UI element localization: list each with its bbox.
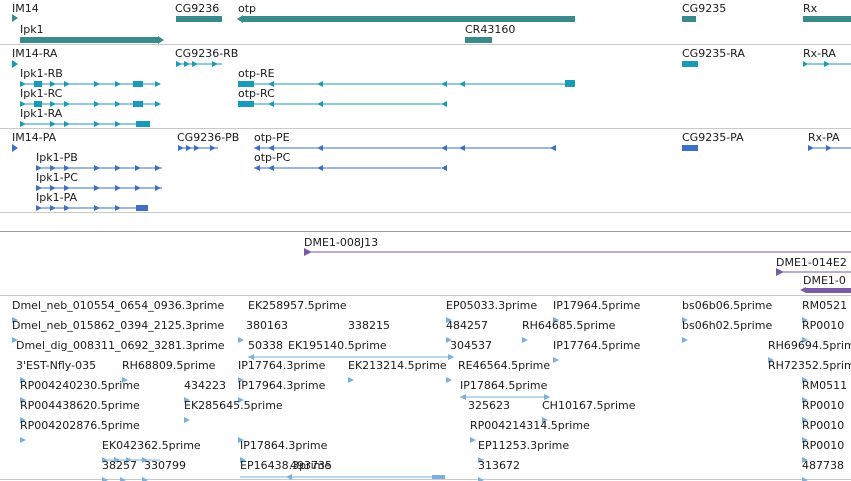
est-label[interactable]: Dmel_neb_010554_0654_0936.3prime	[12, 299, 225, 312]
protein-label-cg9235-pa[interactable]: CG9235-PA	[682, 131, 744, 144]
transcript-label-cg9235-ra[interactable]: CG9235-RA	[682, 47, 745, 60]
est-label[interactable]: RH69694.5prime	[768, 339, 851, 352]
est-label[interactable]: IP17764.3prime	[238, 359, 326, 372]
transcript-label-otp-rc[interactable]: otp-RC	[238, 87, 275, 100]
est-label[interactable]: RH68809.5prime	[122, 359, 216, 372]
est-label[interactable]: 50338	[248, 339, 283, 352]
transcript-label-im14-ra[interactable]: IM14-RA	[12, 47, 58, 60]
transcript-track	[12, 60, 851, 127]
est-label[interactable]: IP17864.3prime	[240, 439, 328, 452]
est-label[interactable]: EK285645.5prime	[184, 399, 283, 412]
gene-bar-otp	[243, 16, 575, 22]
gene-label-im14[interactable]: IM14	[12, 2, 39, 15]
est-label[interactable]: RP004240230.5prime	[20, 379, 140, 392]
gene-label-cr43160[interactable]: CR43160	[465, 23, 516, 36]
est-label[interactable]: 380163	[246, 319, 288, 332]
transcript-arrow-im14-ra	[12, 60, 18, 68]
gene-label-cg9236[interactable]: CG9236	[175, 2, 220, 15]
est-label[interactable]: EP05033.3prime	[446, 299, 538, 312]
est-label[interactable]: 484257	[446, 319, 488, 332]
est-label[interactable]: RM0521	[802, 299, 848, 312]
est-label[interactable]: RP004202876.5prime	[20, 419, 140, 432]
est-label[interactable]: RP0010	[802, 399, 845, 412]
protein-label-ipk1-pc[interactable]: Ipk1-PC	[36, 171, 78, 184]
gene-arrow-ipk1	[158, 36, 164, 44]
est-label[interactable]: RP0010	[802, 439, 845, 452]
est-label[interactable]: 434223	[184, 379, 226, 392]
est-label[interactable]: RE46564.5prime	[458, 359, 551, 372]
est-label[interactable]: 338215	[348, 319, 390, 332]
protein-label-cg9236-pb[interactable]: CG9236-PB	[177, 131, 240, 144]
transcript-label-otp-re[interactable]: otp-RE	[238, 67, 275, 80]
est-label[interactable]: EP16438.3prime	[240, 459, 332, 472]
est-label[interactable]: IP17964.3prime	[238, 379, 326, 392]
gene-bar-cg9236	[176, 16, 222, 22]
gene-label-cg9235[interactable]: CG9235	[682, 2, 727, 15]
est-label[interactable]: 325623	[468, 399, 510, 412]
est-label[interactable]: RP0010	[802, 319, 845, 332]
est-label[interactable]: EK042362.5prime	[102, 439, 201, 452]
clone-label-dme1-0[interactable]: DME1-0	[803, 274, 846, 287]
est-label[interactable]: 304537	[450, 339, 492, 352]
est-label[interactable]: RH64685.5prime	[522, 319, 616, 332]
est-label[interactable]: IP17964.5prime	[553, 299, 641, 312]
est-label[interactable]: EK195140.5prime	[288, 339, 387, 352]
est-label[interactable]: 3'EST-Nfly-035	[16, 359, 97, 372]
est-label[interactable]: RP0010	[802, 419, 845, 432]
protein-label-im14-pa[interactable]: IM14-PA	[12, 131, 57, 144]
gene-arrow-im14	[12, 14, 18, 22]
protein-label-ipk1-pa[interactable]: Ipk1-PA	[36, 191, 78, 204]
est-label[interactable]: 493735	[290, 459, 332, 472]
clone-label-dme1-014e[interactable]: DME1-014E2	[776, 256, 847, 269]
gene-bar-cg9235	[682, 16, 696, 22]
est-label[interactable]: RM0511	[802, 379, 848, 392]
protein-track	[12, 144, 851, 211]
clone-label-dme1-008j13[interactable]: DME1-008J13	[304, 236, 379, 249]
gene-bar-rx	[803, 16, 851, 22]
protein-label-otp-pc[interactable]: otp-PC	[254, 151, 291, 164]
gene-arrow-otp	[237, 15, 243, 23]
est-label[interactable]: EK258957.5prime	[248, 299, 347, 312]
est-label[interactable]: IP17764.5prime	[553, 339, 641, 352]
est-label[interactable]: bs06h02.5prime	[682, 319, 773, 332]
est-track	[12, 317, 808, 481]
est-label[interactable]: CH10167.5prime	[542, 399, 636, 412]
est-label[interactable]: IP17864.5prime	[460, 379, 548, 392]
transcript-label-cg9236-rb[interactable]: CG9236-RB	[175, 47, 239, 60]
clone-track	[304, 248, 851, 293]
protein-label-ipk1-pb[interactable]: Ipk1-PB	[36, 151, 78, 164]
gene-bar-cr43160	[465, 37, 492, 43]
transcript-label-ipk1-ra[interactable]: Ipk1-RA	[20, 107, 63, 120]
track-separator	[0, 231, 851, 232]
est-label[interactable]: 487738	[802, 459, 844, 472]
gene-label-otp[interactable]: otp	[238, 2, 257, 15]
protein-label-rx-pa[interactable]: Rx-PA	[808, 131, 840, 144]
est-label[interactable]: Dmel_dig_008311_0692_3281.3prime	[16, 339, 225, 352]
est-label[interactable]: Dmel_neb_015862_0394_2125.3prime	[12, 319, 225, 332]
gene-label-ipk1[interactable]: Ipk1	[20, 23, 44, 36]
est-label[interactable]: EK213214.5prime	[348, 359, 447, 372]
transcript-label-rx-ra[interactable]: Rx-RA	[803, 47, 836, 60]
est-label[interactable]: RP004214314.5prime	[470, 419, 590, 432]
protein-label-otp-pe[interactable]: otp-PE	[254, 131, 290, 144]
est-label[interactable]: bs06b06.5prime	[682, 299, 773, 312]
gene-track	[12, 14, 851, 44]
transcript-label-ipk1-rb[interactable]: Ipk1-RB	[20, 67, 63, 80]
transcript-label-ipk1-rc[interactable]: Ipk1-RC	[20, 87, 63, 100]
est-label[interactable]: EP11253.3prime	[478, 439, 570, 452]
track-separator	[0, 212, 851, 213]
track-separator	[0, 295, 851, 296]
track-separator	[0, 479, 851, 480]
track-separator	[0, 44, 851, 45]
est-label[interactable]: RH72352.5prime	[768, 359, 851, 372]
est-label[interactable]: RP004438620.5prime	[20, 399, 140, 412]
est-label[interactable]: 313672	[478, 459, 520, 472]
est-label[interactable]: 38257	[102, 459, 137, 472]
gene-bar-ipk1	[20, 37, 158, 43]
gene-label-rx[interactable]: Rx	[803, 2, 818, 15]
track-separator	[0, 128, 851, 129]
est-label[interactable]: 330799	[144, 459, 186, 472]
